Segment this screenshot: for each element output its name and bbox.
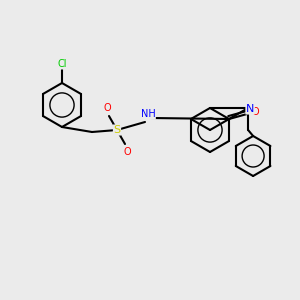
Text: NH: NH — [141, 109, 155, 119]
Text: Cl: Cl — [57, 59, 67, 69]
Text: N: N — [246, 104, 254, 114]
Text: O: O — [123, 147, 131, 157]
Text: S: S — [113, 125, 121, 135]
Text: O: O — [103, 103, 111, 113]
Text: O: O — [251, 107, 259, 117]
